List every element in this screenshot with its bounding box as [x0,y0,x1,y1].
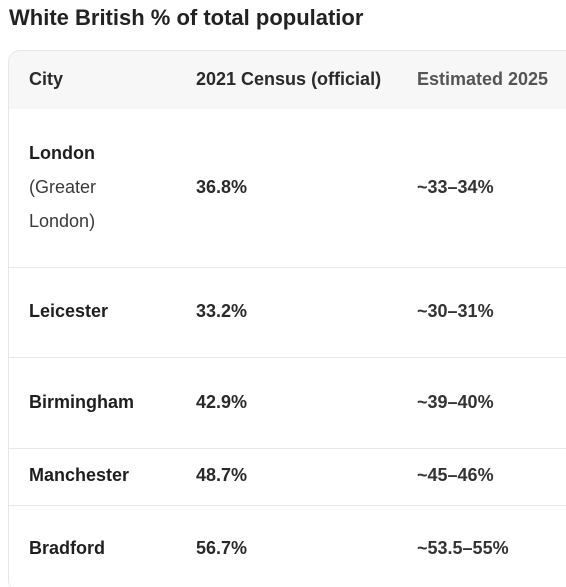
table-row: Manchester 48.7% ~45–46% [9,448,566,506]
cell-estimate: ~33–34% [417,177,494,197]
cell-census: 48.7% [196,465,248,485]
table-header: City 2021 Census (official) Estimated 20… [9,51,566,109]
cell-city: London (Greater London) [29,143,97,231]
table-row: Leicester 33.2% ~30–31% [9,267,566,358]
cell-city: Birmingham [29,392,135,412]
cell-city: Manchester [29,465,130,485]
page-title: White British % of total populatior [9,5,364,30]
column-header-census: 2021 Census (official) [196,69,382,89]
cell-city: Bradford [29,538,105,558]
cell-census: 56.7% [196,538,248,558]
cell-estimate: ~45–46% [417,465,494,485]
cell-estimate: ~30–31% [417,301,494,321]
table-row: Bradford 56.7% ~53.5–55% [9,505,566,587]
cell-census: 36.8% [196,177,248,197]
table-row: Birmingham 42.9% ~39–40% [9,357,566,449]
table-row: London (Greater London) 36.8% ~33–34% [9,109,566,268]
cell-estimate: ~53.5–55% [417,538,509,558]
table-body: London (Greater London) 36.8% ~33–34% Le… [9,109,566,587]
cell-census: 33.2% [196,301,248,321]
cell-city: Leicester [29,301,109,321]
cell-estimate: ~39–40% [417,392,494,412]
column-header-city: City [29,69,64,89]
column-header-estimate: Estimated 2025 [417,69,549,89]
data-table: City 2021 Census (official) Estimated 20… [8,50,566,587]
cell-census: 42.9% [196,392,248,412]
